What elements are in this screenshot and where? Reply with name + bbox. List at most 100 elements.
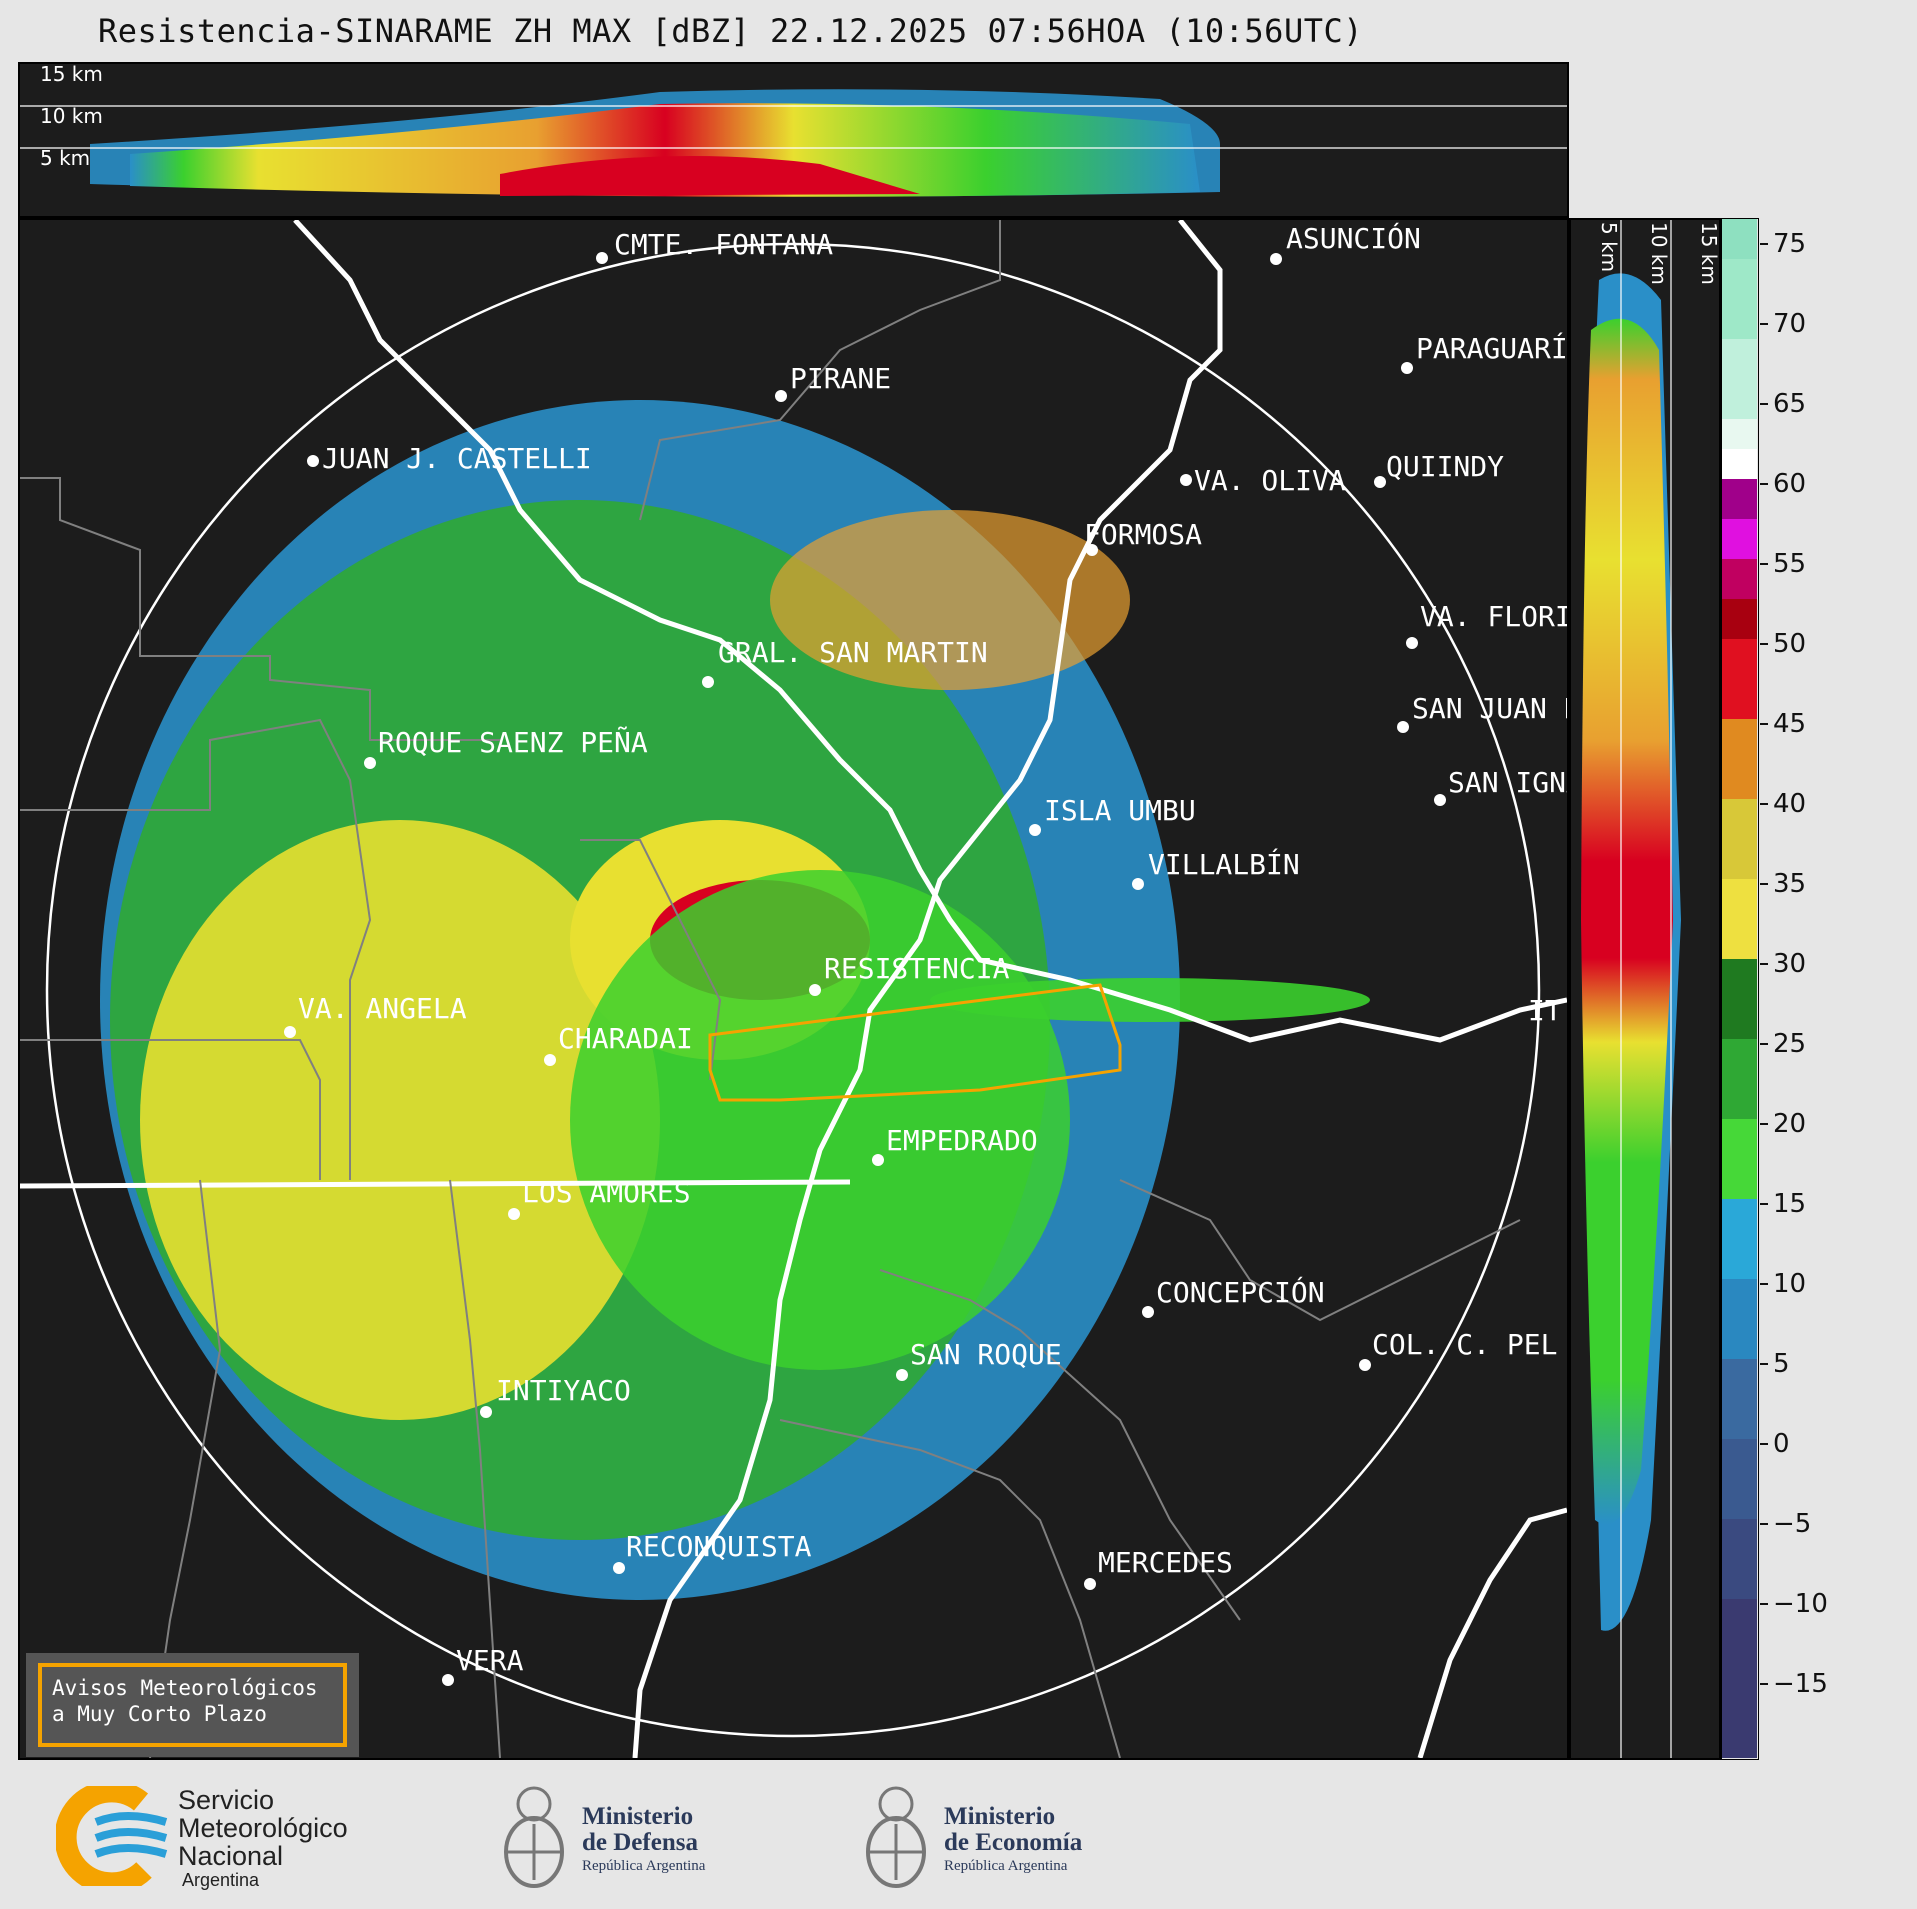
- city-label-paraguari: PARAGUARÍ: [1416, 332, 1568, 365]
- colorbar-tick-label: 25: [1773, 1029, 1807, 1059]
- city-marker: [1142, 1306, 1154, 1318]
- colorbar-tick-label: 10: [1773, 1269, 1807, 1299]
- province-border-line: [20, 1179, 851, 1189]
- colorbar-tick-mark: [1760, 323, 1768, 325]
- range-ring: [45, 242, 1541, 1738]
- ministerio-economia-logo: Ministerio de Economía República Argenti…: [856, 1774, 1116, 1898]
- city-marker: [1180, 474, 1192, 486]
- top-altitude-label-10: 10 km: [40, 104, 103, 128]
- dbz-colorbar: [1721, 218, 1759, 1760]
- city-label-pirane: PIRANE: [790, 362, 892, 395]
- colorbar-tick-label: 0: [1773, 1429, 1790, 1459]
- city-label-va-angela: VA. ANGELA: [298, 992, 467, 1025]
- city-marker: [1406, 637, 1418, 649]
- city-marker: [1086, 544, 1098, 556]
- side-cross-section-echoes: [1581, 220, 1681, 1758]
- city-label-resistencia: RESISTENCIA: [824, 952, 1010, 985]
- colorbar-tick-mark: [1760, 403, 1768, 405]
- radar-map[interactable]: CMTE. FONTANA ASUNCIÓN PARAGUARÍ PIRANE …: [18, 218, 1569, 1760]
- city-marker: [613, 1562, 625, 1574]
- city-marker: [1397, 721, 1409, 733]
- top-altitude-label-15: 15 km: [40, 62, 103, 86]
- city-marker: [872, 1154, 884, 1166]
- colorbar-tick-mark: [1760, 643, 1768, 645]
- notice-frame: Avisos Meteorológicos a Muy Corto Plazo: [38, 1663, 347, 1747]
- colorbar-tick-mark: [1760, 963, 1768, 965]
- city-marker: [896, 1369, 908, 1381]
- city-label-mercedes: MERCEDES: [1098, 1546, 1233, 1579]
- smn-line-2: Meteorológico: [178, 1813, 348, 1843]
- colorbar-tick-mark: [1760, 563, 1768, 565]
- city-marker: [284, 1026, 296, 1038]
- colorbar-tick-mark: [1760, 1523, 1768, 1525]
- colorbar-tick-mark: [1760, 723, 1768, 725]
- ministerio-defensa-logo: Ministerio de Defensa República Argentin…: [494, 1774, 754, 1898]
- city-marker: [480, 1406, 492, 1418]
- colorbar-tick-mark: [1760, 243, 1768, 245]
- river-paraguay-bermejo: [293, 220, 1567, 1043]
- side-altitude-label-10: 10 km: [1647, 222, 1671, 285]
- colorbar-tick-label: 35: [1773, 869, 1807, 899]
- colorbar-tick-mark: [1760, 803, 1768, 805]
- notice-box[interactable]: Avisos Meteorológicos a Muy Corto Plazo: [26, 1653, 359, 1757]
- colorbar-tick-mark: [1760, 1203, 1768, 1205]
- warning-polygon: [708, 983, 1122, 1102]
- city-marker: [1084, 1578, 1096, 1590]
- colorbar-tick-mark: [1760, 1123, 1768, 1125]
- city-label-concepcion: CONCEPCIÓN: [1156, 1276, 1325, 1309]
- notice-line-1: Avisos Meteorológicos: [52, 1676, 318, 1700]
- coat-of-arms-icon: [866, 1786, 926, 1888]
- city-label-cmte-fontana: CMTE. FONTANA: [614, 228, 834, 261]
- economia-line-3: República Argentina: [944, 1858, 1068, 1874]
- city-marker: [442, 1674, 454, 1686]
- colorbar-tick-label: 60: [1773, 469, 1807, 499]
- smn-emblem-icon: [56, 1786, 168, 1886]
- colorbar-tick-label: −5: [1773, 1509, 1812, 1539]
- city-marker: [1374, 476, 1386, 488]
- river-parana: [632, 220, 1223, 1758]
- colorbar-tick-mark: [1760, 1283, 1768, 1285]
- city-marker: [508, 1208, 520, 1220]
- economia-line-1: Ministerio: [944, 1803, 1056, 1830]
- side-altitude-label-15: 15 km: [1697, 222, 1721, 285]
- colorbar-tick-label: 70: [1773, 309, 1807, 339]
- city-marker: [1029, 824, 1041, 836]
- colorbar-tick-label: 5: [1773, 1349, 1790, 1379]
- city-label-it: IT: [1528, 994, 1562, 1027]
- city-label-villalbin: VILLALBÍN: [1148, 848, 1300, 881]
- city-label-va-oliva: VA. OLIVA: [1194, 464, 1346, 497]
- colorbar-tick-label: 65: [1773, 389, 1807, 419]
- echo-east-band: [930, 978, 1370, 1022]
- city-marker: [775, 390, 787, 402]
- city-label-juan-castelli: JUAN J. CASTELLI: [322, 442, 592, 475]
- city-label-empedrado: EMPEDRADO: [886, 1124, 1038, 1157]
- colorbar-tick-mark: [1760, 483, 1768, 485]
- colorbar-tick-label: −15: [1773, 1669, 1828, 1699]
- colorbar-tick-label: −10: [1773, 1589, 1828, 1619]
- notice-line-2: a Muy Corto Plazo: [52, 1702, 267, 1726]
- colorbar-tick-mark: [1760, 1683, 1768, 1685]
- city-label-col-c-pel: COL. C. PEL: [1372, 1328, 1558, 1361]
- radar-map-graphics: [20, 220, 1567, 1758]
- top-altitude-label-5: 5 km: [40, 146, 91, 170]
- city-markers: [284, 252, 1446, 1686]
- city-marker: [702, 676, 714, 688]
- colorbar-tick-label: 20: [1773, 1109, 1807, 1139]
- colorbar-tick-mark: [1760, 1363, 1768, 1365]
- smn-line-4: Argentina: [182, 1870, 260, 1890]
- city-marker: [1270, 253, 1282, 265]
- city-label-asuncion: ASUNCIÓN: [1286, 222, 1421, 255]
- city-label-charadai: CHARADAI: [558, 1022, 693, 1055]
- top-cross-section-panel: 15 km 10 km 5 km: [18, 62, 1569, 218]
- smn-line-3: Nacional: [178, 1841, 284, 1871]
- colorbar-tick-mark: [1760, 883, 1768, 885]
- river-uruguay: [1417, 1507, 1567, 1758]
- city-label-isla-umbu: ISLA UMBU: [1044, 794, 1196, 827]
- city-label-roque-saenz-pena: ROQUE SAENZ PEÑA: [378, 726, 648, 759]
- defensa-line-1: Ministerio: [582, 1803, 694, 1830]
- city-marker: [364, 757, 376, 769]
- city-marker: [544, 1054, 556, 1066]
- city-marker: [1401, 362, 1413, 374]
- city-marker: [809, 984, 821, 996]
- city-label-los-amores: LOS AMORES: [522, 1176, 691, 1209]
